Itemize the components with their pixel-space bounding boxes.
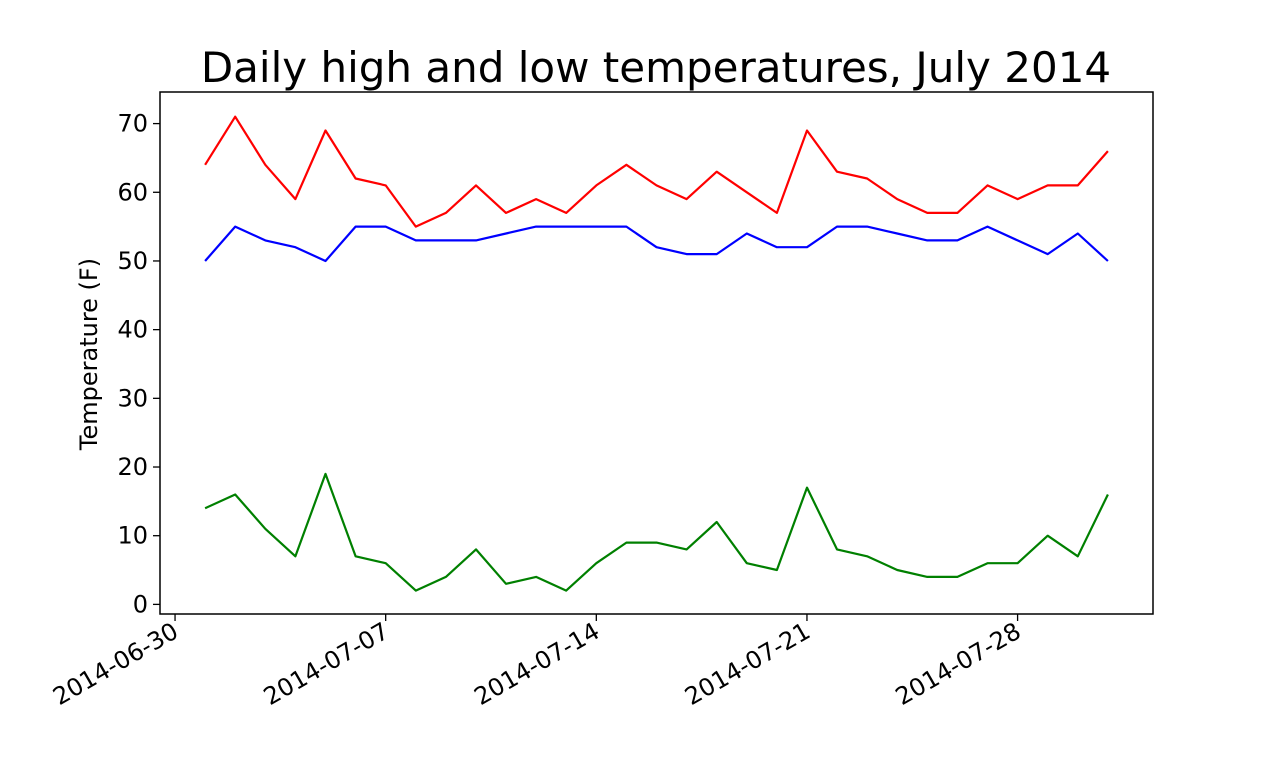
plot-frame — [159, 91, 1154, 615]
x-tick-label: 2014-07-07 — [259, 617, 394, 711]
x-tick-label: 2014-06-30 — [48, 617, 183, 711]
y-tick-label: 60 — [117, 178, 148, 206]
x-tick-label: 2014-07-28 — [891, 617, 1026, 711]
y-tick-label: 10 — [117, 522, 148, 550]
series-line-1 — [204, 115, 1109, 228]
y-tick-label: 70 — [117, 110, 148, 138]
x-tick-label: 2014-07-14 — [470, 617, 605, 711]
y-axis-label: Temperature (F) — [75, 258, 103, 451]
series-layer — [204, 115, 1109, 592]
y-tick-label: 50 — [117, 247, 148, 275]
y-tick-label: 40 — [117, 316, 148, 344]
y-tick-label: 30 — [117, 384, 148, 412]
y-tick-label: 0 — [133, 590, 148, 618]
y-tick-label: 20 — [117, 453, 148, 481]
chart-title: Daily high and low temperatures, July 20… — [201, 43, 1111, 92]
x-tick-label: 2014-07-21 — [680, 617, 815, 711]
series-line-2 — [204, 225, 1109, 263]
series-line-3 — [204, 472, 1109, 592]
